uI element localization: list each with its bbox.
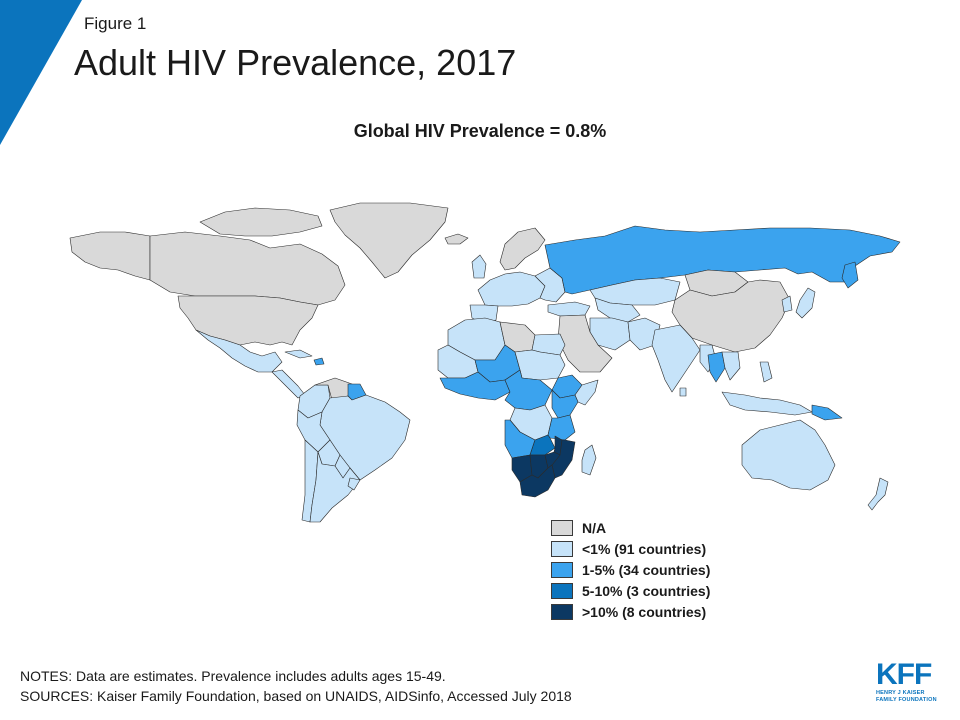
legend-label-na: N/A [582,519,607,536]
region-kamchatka [841,261,859,289]
footer-notes: NOTES: Data are estimates. Prevalence in… [20,668,446,684]
region-alaska [69,231,151,281]
legend-swatch-na [551,519,573,536]
legend-item-lt1: <1% (91 countries) [551,538,710,559]
region-uk [471,254,487,279]
legend-swatch-5to10 [551,582,573,599]
region-middle-east [557,314,613,373]
legend-item-5to10: 5-10% (3 countries) [551,580,710,601]
region-arctic-islands [199,207,323,237]
region-india [651,324,701,393]
kff-logo-line1: HENRY J KAISER [876,690,925,696]
legend-swatch-lt1 [551,540,573,557]
region-indonesia [721,391,813,416]
region-greenland [329,202,449,279]
region-europe-west [477,271,546,307]
figure-label: Figure 1 [84,14,147,33]
region-iceland [444,233,469,245]
region-indochina [721,351,741,381]
region-scandinavia [499,227,546,271]
region-sudan [514,349,566,381]
corner-accent-triangle [0,0,82,145]
region-madagascar [581,444,597,476]
kff-logo: KFF HENRY J KAISER FAMILY FOUNDATION [876,660,942,704]
region-south-africa [519,464,556,498]
region-uruguay [347,477,361,491]
legend-label-lt1: <1% (91 countries) [582,540,707,557]
region-canada [149,231,346,306]
region-thailand [707,351,726,383]
region-turkey [547,301,591,317]
kff-logo-line2: FAMILY FOUNDATION [876,697,937,703]
region-korea [781,295,793,313]
region-caribbean-cuba [284,349,313,359]
legend-item-na: N/A [551,517,710,538]
legend-item-gt10: >10% (8 countries) [551,601,710,622]
region-sri-lanka [679,387,687,397]
region-kenya [551,389,579,419]
legend-swatch-gt10 [551,603,573,620]
legend-label-1to5: 1-5% (34 countries) [582,561,711,578]
footer-sources: SOURCES: Kaiser Family Foundation, based… [20,688,572,704]
region-mexico [195,329,283,373]
region-png [811,404,843,421]
legend-item-1to5: 1-5% (34 countries) [551,559,710,580]
page-title: Adult HIV Prevalence, 2017 [74,42,517,83]
region-central-asia [594,297,641,323]
region-philippines [759,361,773,383]
map-subtitle: Global HIV Prevalence = 0.8% [353,121,607,141]
region-central-america [271,369,306,399]
region-japan [795,287,816,319]
map-legend: N/A <1% (91 countries) 1-5% (34 countrie… [551,517,710,622]
kff-logo-mark: KFF [876,658,932,691]
region-zimbabwe [544,451,561,469]
legend-label-gt10: >10% (8 countries) [582,603,707,620]
region-usa [177,295,319,346]
legend-label-5to10: 5-10% (3 countries) [582,582,711,599]
region-caribbean-haiti [313,357,325,366]
region-australia [741,419,836,491]
region-tanzania [547,414,576,441]
region-argentina [309,451,361,523]
region-new-zealand [867,477,889,511]
legend-swatch-1to5 [551,561,573,578]
